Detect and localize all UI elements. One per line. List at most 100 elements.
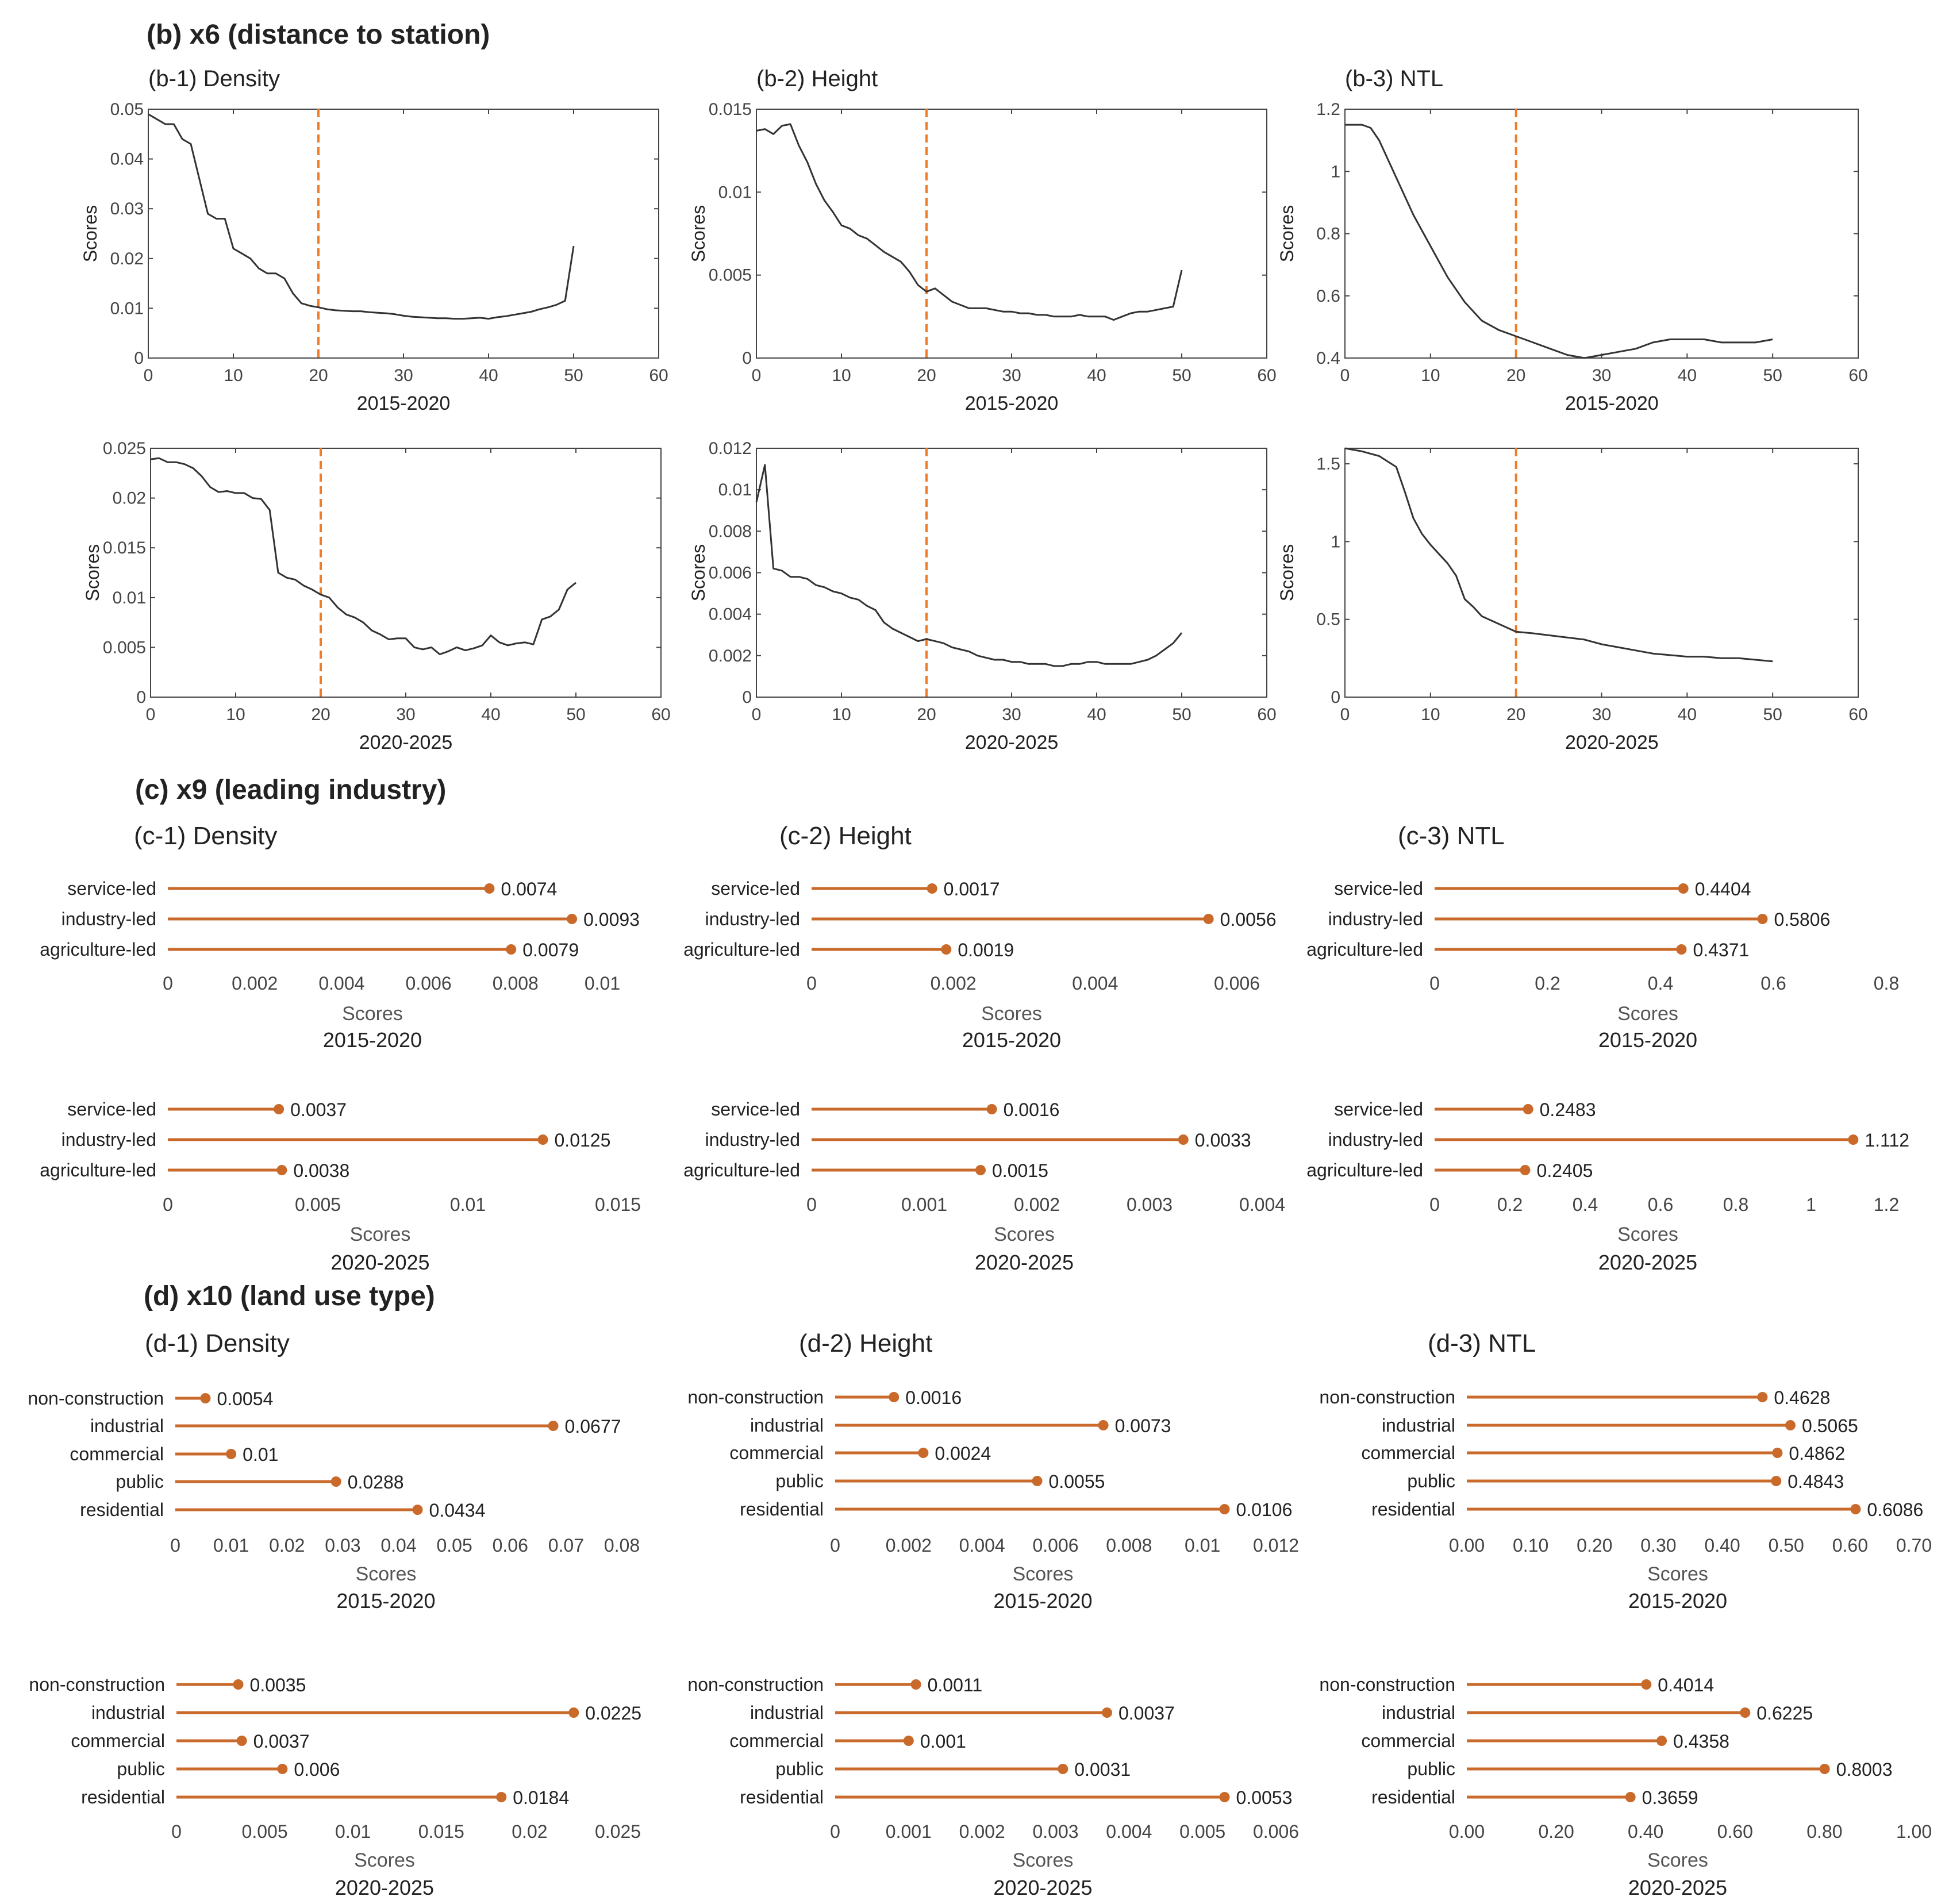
x-tick-label: 0 — [1429, 973, 1440, 994]
x-axis-label: 2020-2025 — [1565, 732, 1659, 753]
x-tick-label: 0.005 — [295, 1194, 341, 1215]
category-label: commercial — [729, 1730, 824, 1751]
value-label: 0.0054 — [217, 1388, 273, 1409]
x-axis-label: Scores — [994, 1224, 1055, 1245]
x-tick-label: 50 — [1172, 366, 1191, 385]
y-tick-label: 0.02 — [113, 489, 146, 508]
x-tick-label: 0.01 — [335, 1821, 371, 1842]
lollipop-dot — [1032, 1476, 1043, 1486]
lollipop-dot — [910, 1679, 921, 1690]
x-tick-label: 60 — [1848, 705, 1867, 724]
x-tick-label: 20 — [917, 366, 936, 385]
value-label: 0.4628 — [1774, 1387, 1830, 1408]
y-tick-label: 1 — [1331, 162, 1340, 181]
x-tick-label: 1 — [1806, 1194, 1816, 1215]
category-label: industry-led — [61, 1129, 156, 1150]
x-tick-label: 0.006 — [406, 973, 452, 994]
y-tick-label: 0 — [742, 688, 752, 707]
x-tick-label: 0 — [1429, 1194, 1440, 1215]
x-tick-label: 0.006 — [1214, 973, 1260, 994]
x-tick-label: 0 — [163, 973, 173, 994]
value-label: 0.0079 — [522, 940, 579, 960]
lollipop-dot — [1219, 1504, 1230, 1514]
x-tick-label: 0 — [830, 1821, 840, 1842]
x-tick-label: 0.008 — [1106, 1535, 1152, 1556]
lollipop-chart-d2_top: (d-2) Height non-construction 0.0016 indust… — [687, 1329, 1299, 1613]
x-tick-label: 0.07 — [548, 1535, 584, 1556]
x-tick-label: 60 — [1257, 705, 1276, 724]
x-tick-label: 40 — [1678, 705, 1697, 724]
period-label: 2020-2025 — [335, 1876, 434, 1899]
x-tick-label: 0.6 — [1648, 1194, 1673, 1215]
lollipop-dot — [918, 1448, 929, 1458]
category-label: non-construction — [1319, 1387, 1455, 1407]
lollipop-dot — [200, 1393, 211, 1403]
category-label: industry-led — [705, 1129, 800, 1150]
category-label: service-led — [1334, 1099, 1423, 1120]
x-axis-label: 2015-2020 — [1565, 393, 1659, 414]
y-axis-label: Scores — [80, 205, 101, 263]
category-label: industrial — [90, 1416, 164, 1436]
x-tick-label: 30 — [1592, 705, 1611, 724]
value-label: 0.0053 — [1236, 1787, 1293, 1808]
x-tick-label: 0.20 — [1538, 1821, 1574, 1842]
x-tick-label: 0.2 — [1535, 973, 1560, 994]
y-tick-label: 0.005 — [709, 266, 752, 285]
value-label: 0.0016 — [1004, 1099, 1060, 1120]
x-tick-label: 0 — [170, 1535, 180, 1556]
lollipop-dot — [1757, 914, 1768, 924]
x-tick-label: 0.015 — [418, 1821, 464, 1842]
chart-title: (b-3) NTL — [1345, 66, 1443, 91]
chart-title: (c-2) Height — [779, 822, 912, 850]
category-label: agriculture-led — [683, 1160, 800, 1180]
x-tick-label: 0.004 — [1106, 1821, 1152, 1842]
lollipop-dot — [1676, 944, 1687, 955]
y-tick-label: 0.6 — [1316, 287, 1340, 306]
lollipop-chart-d1_top: (d-1) Density non-construction 0.0054 indus… — [28, 1329, 640, 1613]
y-tick-label: 0.01 — [113, 588, 146, 607]
category-label: service-led — [1334, 878, 1423, 899]
x-tick-label: 0.4 — [1648, 973, 1673, 994]
x-tick-label: 0.002 — [959, 1821, 1005, 1842]
y-tick-label: 1.5 — [1316, 455, 1340, 474]
series-line — [1345, 124, 1773, 359]
x-tick-label: 0.02 — [269, 1535, 305, 1556]
x-tick-label: 0.70 — [1896, 1535, 1932, 1556]
x-tick-label: 0.001 — [886, 1821, 932, 1842]
x-tick-label: 10 — [1421, 366, 1440, 385]
plot-frame — [150, 448, 662, 698]
x-axis-label: Scores — [350, 1224, 411, 1245]
y-axis-label: Scores — [1277, 544, 1297, 602]
lollipop-dot — [226, 1449, 237, 1459]
y-tick-label: 0.025 — [103, 439, 146, 458]
line-chart-b2_top: (b-2) Height 0 10 20 30 40 50 60 0 0.005 0.01 0.015… — [688, 66, 1277, 414]
series-line — [150, 457, 576, 655]
value-label: 0.0011 — [928, 1675, 983, 1695]
value-label: 0.0093 — [583, 909, 640, 930]
y-tick-label: 0.01 — [110, 299, 144, 318]
period-label: 2020-2025 — [1628, 1876, 1727, 1899]
category-label: industrial — [750, 1702, 824, 1723]
y-tick-label: 0.5 — [1316, 610, 1340, 629]
y-tick-label: 1.2 — [1316, 100, 1340, 119]
lollipop-dot — [889, 1392, 900, 1402]
x-tick-label: 0.004 — [1239, 1194, 1285, 1215]
plot-frame — [756, 109, 1267, 359]
x-tick-label: 0.40 — [1704, 1535, 1740, 1556]
x-tick-label: 60 — [651, 705, 670, 724]
lollipop-dot — [1848, 1134, 1859, 1145]
x-tick-label: 40 — [479, 366, 498, 385]
category-label: industrial — [750, 1415, 824, 1436]
y-tick-label: 0.002 — [709, 647, 752, 666]
chart-title: (d-1) Density — [145, 1329, 290, 1357]
x-tick-label: 10 — [832, 366, 851, 385]
x-axis-label: Scores — [342, 1003, 403, 1025]
lollipop-dot — [537, 1134, 548, 1145]
value-label: 0.0288 — [348, 1472, 404, 1493]
period-label: 2020-2025 — [1598, 1251, 1697, 1274]
lollipop-chart-c3_bot: service-led 0.2483 industry-led 1.112 agricu… — [1306, 1099, 1909, 1274]
lollipop-chart-d3_bot: non-construction 0.4014 industrial 0.6225 co… — [1319, 1674, 1932, 1899]
x-tick-label: 0.002 — [931, 973, 977, 994]
x-tick-label: 40 — [1087, 705, 1106, 724]
plot-frame — [148, 109, 659, 359]
